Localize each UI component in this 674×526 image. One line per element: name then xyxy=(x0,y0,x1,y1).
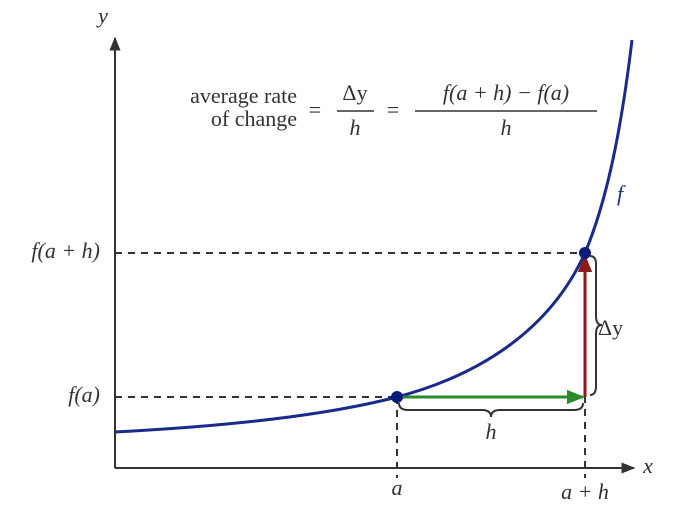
h-brace xyxy=(398,402,584,418)
h-label: h xyxy=(486,419,497,444)
formula-numerator: Δy xyxy=(342,80,367,105)
point-a-plus-h xyxy=(579,247,591,259)
formula-equals: = xyxy=(387,97,399,122)
formula-equals: = xyxy=(309,97,321,122)
formula-denominator: h xyxy=(350,115,361,140)
x-label: a + h xyxy=(561,479,609,504)
formula-denominator: h xyxy=(501,115,512,140)
dy-label: Δy xyxy=(598,315,623,340)
y-label: f(a) xyxy=(68,382,100,407)
point-a xyxy=(391,391,403,403)
dy-brace xyxy=(589,255,603,396)
x-axis-label: x xyxy=(642,453,653,478)
x-label: a xyxy=(392,475,403,500)
curve-label: f xyxy=(617,181,626,206)
formula-numerator: f(a + h) − f(a) xyxy=(443,80,569,105)
curve xyxy=(114,39,634,434)
formula-text: average rate xyxy=(190,83,297,108)
guides xyxy=(115,252,586,478)
y-axis-label: y xyxy=(96,3,108,28)
formula-text: of change xyxy=(211,106,297,131)
y-label: f(a + h) xyxy=(31,238,100,263)
